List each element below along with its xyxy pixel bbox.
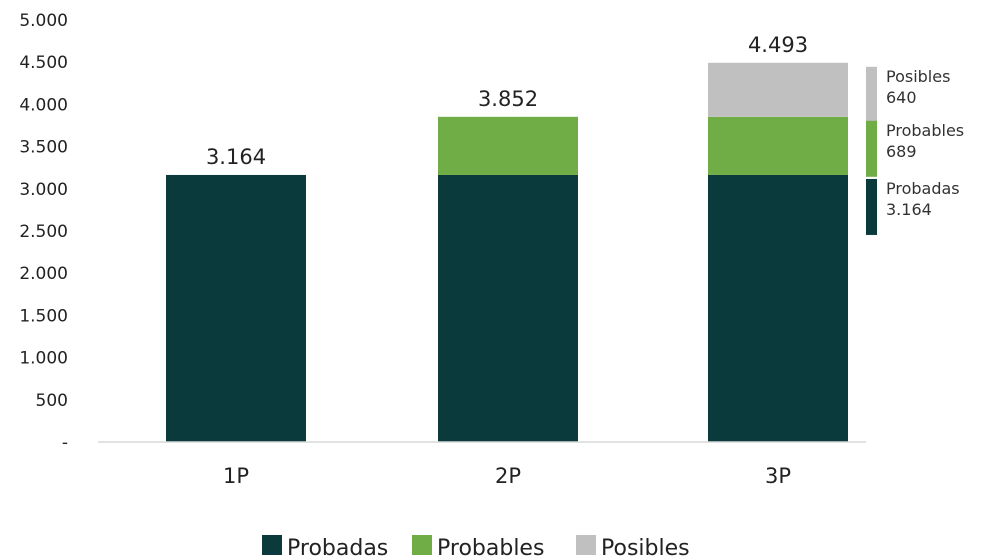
- bar-1p-probadas: [166, 174, 306, 442]
- segment-label-name: Probadas: [886, 179, 960, 198]
- x-tick-label: 1P: [223, 464, 249, 488]
- x-axis: 1P 2P 3P: [223, 464, 791, 488]
- bar-3p-probadas: [708, 174, 848, 442]
- legend-label: Probadas: [287, 536, 388, 560]
- y-tick-label: 1.000: [19, 349, 68, 369]
- y-tick-label: 3.500: [19, 138, 68, 158]
- segment-label-marker: [866, 120, 877, 177]
- y-tick-label: 1.500: [19, 306, 68, 326]
- legend-swatch-probables: [412, 535, 432, 555]
- bar-total-label: 3.852: [478, 87, 538, 111]
- legend-swatch-posibles: [576, 535, 596, 555]
- segment-label-name: Posibles: [886, 67, 950, 86]
- y-tick-label: -: [62, 433, 68, 453]
- y-tick-label: 3.000: [19, 180, 68, 200]
- legend: Probadas Probables Posibles: [262, 535, 690, 560]
- x-tick-label: 3P: [765, 464, 791, 488]
- segment-side-labels: Posibles 640 Probables 689 Probadas 3.164: [866, 66, 964, 235]
- legend-label: Probables: [437, 536, 544, 560]
- y-axis: - 500 1.000 1.500 2.000 2.500 3.000 3.500 4.000 4…: [19, 11, 68, 453]
- bar-3p-posibles: [708, 62, 848, 117]
- y-tick-label: 2.000: [19, 264, 68, 284]
- legend-swatch-probadas: [262, 535, 282, 555]
- bar-2p-probables: [438, 116, 578, 175]
- y-tick-label: 4.500: [19, 53, 68, 73]
- segment-label-marker: [866, 178, 877, 235]
- segment-label-value: 689: [886, 142, 917, 161]
- bar-3p-probables: [708, 116, 848, 175]
- segment-label-marker: [866, 66, 877, 123]
- segment-label-value: 640: [886, 88, 917, 107]
- bar-total-label: 3.164: [206, 145, 266, 169]
- y-tick-label: 4.000: [19, 95, 68, 115]
- y-tick-label: 5.000: [19, 11, 68, 31]
- bar-2p-probadas: [438, 174, 578, 442]
- y-tick-label: 2.500: [19, 222, 68, 242]
- segment-label-value: 3.164: [886, 200, 932, 219]
- x-tick-label: 2P: [495, 464, 521, 488]
- bar-totals: 3.164 3.852 4.493: [206, 33, 808, 169]
- y-tick-label: 500: [36, 391, 68, 411]
- bar-total-label: 4.493: [748, 33, 808, 57]
- bars: [166, 62, 848, 442]
- legend-label: Posibles: [601, 536, 690, 560]
- segment-label-name: Probables: [886, 121, 964, 140]
